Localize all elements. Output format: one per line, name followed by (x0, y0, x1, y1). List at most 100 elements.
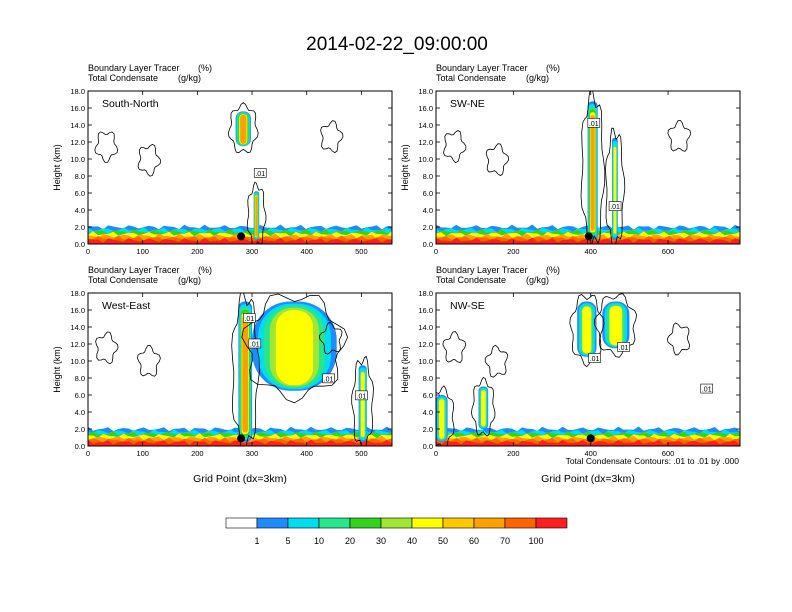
x-tick-label: 600 (662, 247, 675, 256)
colorbar-swatch (411, 517, 444, 529)
contour-label: .01 (255, 171, 265, 178)
y-tick-label: 4.0 (75, 408, 85, 417)
colorbar: 1 5 10 20 30 40 50 60 70 100 (225, 517, 568, 546)
y-tick-label: 16.0 (70, 104, 85, 113)
colorbar-swatch (256, 517, 289, 529)
subtitle-condensate: Total Condensate (436, 73, 506, 83)
condensate-contour (485, 143, 509, 177)
colorbar-label: 20 (345, 536, 355, 546)
plume-layer (240, 114, 247, 144)
contour-label-box (700, 383, 714, 394)
y-tick-label: 10.0 (418, 155, 433, 164)
condensate-contour (95, 331, 119, 365)
y-tick-label: 4.0 (75, 206, 85, 215)
subtitle-condensate: Total Condensate (88, 275, 158, 285)
contour-label-box (617, 342, 630, 352)
subtitle-tracer: Boundary Layer Tracer (88, 63, 180, 73)
panel-name: South-North (102, 98, 159, 110)
y-tick-label: 12.0 (418, 340, 433, 349)
x-tick-label: 300 (246, 247, 259, 256)
y-tick-label: 6.0 (423, 189, 433, 198)
subtitle-tracer-unit: (%) (198, 63, 212, 73)
x-axis-label: Grid Point (dx=3km) (193, 473, 287, 485)
panel-nw-se: Boundary Layer Tracer (%) Total Condensate… (400, 265, 741, 485)
subtitle-tracer: Boundary Layer Tracer (436, 265, 528, 275)
x-tick-label: 0 (434, 449, 438, 458)
y-tick-label: 18.0 (70, 87, 85, 96)
colorbar-label: 50 (438, 536, 448, 546)
colorbar-swatch (225, 517, 258, 529)
contour-label-box (322, 373, 335, 384)
y-tick-label: 2.0 (423, 425, 433, 434)
contour-label: .01 (619, 345, 629, 352)
colorbar-label: 1 (254, 536, 259, 546)
subtitle-tracer: Boundary Layer Tracer (88, 265, 180, 275)
panel-west-east: Boundary Layer Tracer (%) Total Condensate… (52, 265, 393, 485)
contour-label-box (587, 118, 601, 128)
y-tick-label: 14.0 (70, 323, 85, 332)
contour-label: .01 (244, 316, 254, 323)
x-tick-label: 500 (355, 247, 368, 256)
subtitle-tracer-unit: (%) (198, 265, 212, 275)
y-tick-label: 18.0 (418, 289, 433, 298)
subtitle-condensate-unit: (g/kg) (526, 275, 549, 285)
y-tick-label: 0.0 (75, 240, 85, 249)
y-tick-label: 10.0 (70, 155, 85, 164)
figure-title: 2014-02-22_09:00:00 (306, 34, 488, 55)
panels-group: Boundary Layer Tracer (%) Total Condensate… (52, 63, 741, 485)
panel-name: SW-NE (450, 98, 485, 110)
panel-sw-ne: Boundary Layer Tracer (%) Total Condensate… (400, 63, 741, 256)
boundary-layer-band (436, 237, 740, 244)
tracer-plume (253, 191, 260, 240)
colorbar-swatch (349, 517, 382, 529)
site-marker (584, 232, 593, 241)
y-tick-label: 8.0 (423, 172, 433, 181)
x-tick-label: 400 (300, 449, 313, 458)
tracer-plume (358, 365, 367, 442)
plot-area (88, 91, 392, 244)
contour-label: .01 (250, 342, 260, 349)
x-tick-label: 500 (355, 449, 368, 458)
plume-layer (242, 315, 248, 433)
plume-layer (275, 310, 314, 386)
y-tick-label: 8.0 (423, 374, 433, 383)
y-tick-label: 18.0 (418, 87, 433, 96)
subtitle-condensate-unit: (g/kg) (178, 275, 201, 285)
y-tick-label: 16.0 (418, 306, 433, 315)
colorbar-label: 60 (469, 536, 479, 546)
condensate-contour (442, 331, 467, 363)
y-tick-label: 6.0 (75, 391, 85, 400)
subtitle-condensate: Total Condensate (88, 73, 158, 83)
tracer-plume (602, 301, 630, 349)
site-marker (586, 434, 595, 443)
condensate-contour (443, 130, 467, 163)
condensate-contour (137, 344, 161, 377)
contour-label-box (248, 338, 262, 349)
tracer-plume (235, 111, 251, 147)
colorbar-swatch (380, 517, 413, 529)
boundary-layer-band (88, 439, 392, 446)
colorbar-label: 100 (528, 536, 543, 546)
colorbar-label: 30 (376, 536, 386, 546)
y-axis-label: Height (km) (52, 144, 62, 191)
site-marker (237, 232, 246, 241)
y-tick-label: 8.0 (75, 374, 85, 383)
contour-label-box (588, 353, 601, 363)
tracer-plume (252, 301, 337, 391)
colorbar-label: 5 (285, 536, 290, 546)
x-tick-label: 100 (136, 449, 149, 458)
subtitle-tracer: Boundary Layer Tracer (436, 63, 528, 73)
plume-layer (439, 399, 445, 439)
contour-label: .01 (324, 376, 334, 383)
panel-name: West-East (102, 300, 150, 312)
subtitle-tracer-unit: (%) (546, 63, 560, 73)
colorbar-swatch (473, 517, 506, 529)
plume-layer (582, 306, 592, 354)
colorbar-swatch (535, 517, 568, 529)
x-tick-label: 300 (246, 449, 259, 458)
x-tick-label: 200 (507, 449, 520, 458)
panel-name: NW-SE (450, 300, 485, 312)
colorbar-label: 40 (407, 536, 417, 546)
x-tick-label: 200 (507, 247, 520, 256)
plot-frame (435, 90, 741, 245)
